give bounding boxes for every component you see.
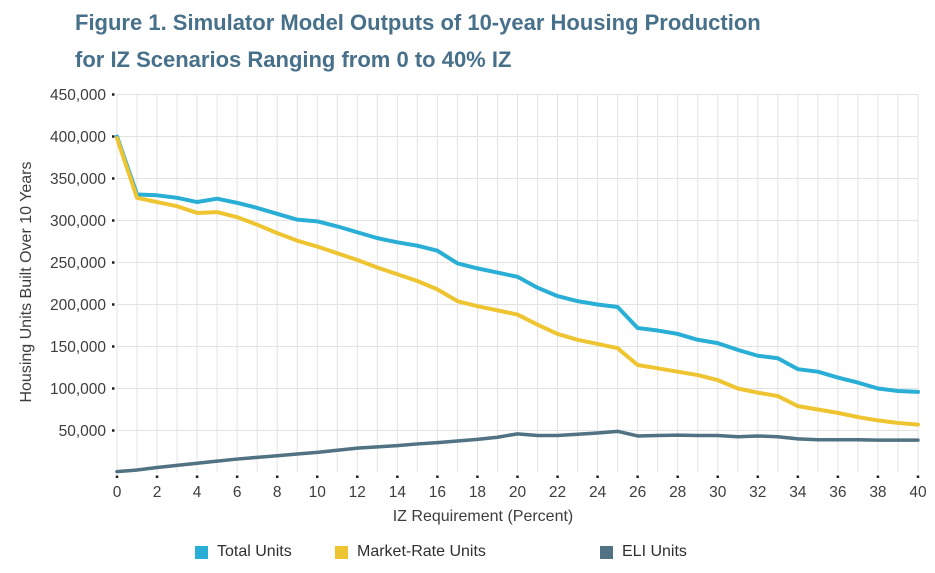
x-tick-mark	[556, 475, 559, 478]
x-tick-mark	[316, 475, 319, 478]
x-tick-label: 6	[233, 484, 242, 501]
legend-label-eli-units: ELI Units	[622, 543, 687, 560]
y-tick-mark	[112, 387, 115, 390]
y-axis-title: Housing Units Built Over 10 Years	[18, 161, 35, 403]
x-tick-mark	[235, 475, 239, 478]
x-tick-label: 32	[749, 484, 766, 501]
market-rate-units-swatch-icon	[335, 545, 348, 559]
x-tick-mark	[516, 475, 519, 478]
figure-title: Figure 1. Simulator Model Outputs of 10-…	[75, 4, 905, 78]
x-tick-label: 4	[193, 484, 202, 501]
eli-units-swatch-icon	[600, 545, 613, 559]
x-tick-mark	[596, 475, 599, 478]
x-tick-label: 10	[309, 484, 327, 501]
x-tick-mark	[836, 475, 840, 478]
x-tick-label: 18	[469, 484, 486, 501]
y-tick-label: 450,000	[50, 87, 106, 104]
market-rate-units-line	[115, 136, 920, 427]
x-tick-label: 30	[709, 484, 727, 501]
x-tick-mark	[155, 475, 159, 478]
x-tick-mark	[636, 475, 639, 478]
x-tick-label: 22	[549, 484, 566, 501]
y-tick-label: 200,000	[50, 297, 106, 314]
y-tick-label: 150,000	[50, 339, 106, 356]
y-tick-label: 350,000	[50, 171, 106, 188]
x-axis-title: IZ Requirement (Percent)	[392, 508, 574, 525]
x-tick-label: 28	[669, 484, 686, 501]
y-tick-label: 100,000	[50, 381, 106, 398]
x-tick-label: 8	[273, 484, 282, 501]
legend-item-total-units: Total Units	[195, 543, 292, 561]
x-tick-mark	[916, 475, 920, 478]
x-tick-label: 14	[389, 484, 407, 501]
y-tick-mark	[112, 429, 115, 432]
x-tick-label: 16	[429, 484, 446, 501]
x-tick-label: 20	[509, 484, 527, 501]
y-tick-mark	[112, 177, 115, 180]
total-units-swatch-icon	[195, 545, 208, 559]
y-tick-mark	[112, 93, 115, 96]
figure-title-line2: for IZ Scenarios Ranging from 0 to 40% I…	[75, 47, 512, 72]
x-tick-label: 34	[789, 484, 807, 501]
legend-label-total-units: Total Units	[217, 543, 292, 560]
y-tick-label: 300,000	[50, 213, 106, 230]
x-tick-mark	[195, 475, 199, 478]
y-tick-label: 250,000	[50, 255, 106, 272]
y-tick-mark	[112, 261, 115, 264]
x-tick-mark	[676, 475, 679, 478]
y-tick-label: 50,000	[59, 423, 107, 440]
x-tick-label: 12	[349, 484, 366, 501]
line-chart: 50,000 100,000 150,000 200,000 250,000 300,00…	[50, 87, 927, 501]
x-tick-mark	[115, 475, 119, 478]
x-tick-label: 40	[909, 484, 927, 501]
x-tick-label: 0	[113, 484, 122, 501]
x-tick-label: 36	[829, 484, 846, 501]
figure-title-line1: Figure 1. Simulator Model Outputs of 10-…	[75, 10, 761, 35]
y-tick-mark	[112, 303, 115, 306]
x-tick-mark	[876, 475, 880, 478]
x-tick-label: 38	[869, 484, 886, 501]
y-tick-mark	[112, 219, 115, 222]
y-tick-label: 400,000	[50, 129, 106, 146]
legend-item-eli-units: ELI Units	[600, 543, 687, 561]
y-tick-mark	[112, 345, 115, 348]
x-tick-mark	[756, 475, 760, 478]
y-tick-mark	[112, 135, 115, 138]
x-tick-label: 2	[153, 484, 162, 501]
x-tick-mark	[356, 475, 359, 478]
x-tick-label: 26	[629, 484, 646, 501]
total-units-line	[115, 134, 920, 394]
x-tick-mark	[275, 475, 279, 478]
legend-item-market-rate-units: Market-Rate Units	[335, 543, 486, 561]
x-tick-mark	[436, 475, 439, 478]
x-tick-label: 24	[589, 484, 607, 501]
x-tick-mark	[476, 475, 479, 478]
x-tick-mark	[716, 475, 719, 478]
x-tick-mark	[396, 475, 399, 478]
legend-label-market-rate-units: Market-Rate Units	[357, 543, 486, 560]
x-tick-mark	[796, 475, 800, 478]
eli-units-line	[115, 429, 920, 474]
